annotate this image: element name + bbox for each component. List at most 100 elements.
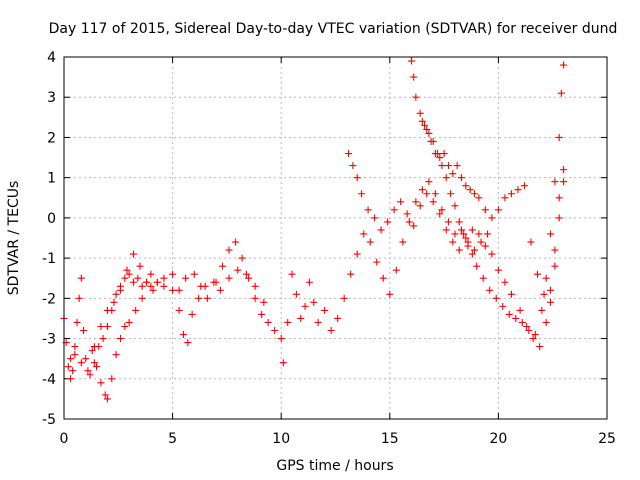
y-tick-label: -4 [42, 372, 56, 388]
data-point [90, 343, 98, 351]
data-point [551, 246, 559, 254]
data-point [108, 375, 116, 383]
data-point [442, 174, 450, 182]
data-point [416, 202, 424, 210]
data-point [116, 286, 124, 294]
series-track-f [408, 57, 568, 339]
data-point [234, 266, 242, 274]
data-point [425, 178, 433, 186]
data-point [408, 57, 416, 65]
y-tick-label: 0 [47, 211, 56, 227]
data-point [125, 270, 133, 278]
series-track-g [418, 117, 568, 306]
data-point [486, 286, 494, 294]
data-point [147, 270, 155, 278]
data-point [71, 351, 79, 359]
data-point [125, 318, 133, 326]
data-point [210, 278, 218, 286]
data-point [182, 274, 190, 282]
data-point [560, 61, 568, 69]
data-point [136, 262, 144, 270]
data-point [169, 286, 177, 294]
data-point [431, 190, 439, 198]
data-point [429, 198, 437, 206]
data-point [73, 318, 81, 326]
data-point [75, 294, 83, 302]
grid-lines [64, 57, 607, 419]
data-point [134, 274, 142, 282]
data-point [238, 254, 246, 262]
data-point [442, 226, 450, 234]
data-point [518, 318, 526, 326]
data-point [520, 182, 528, 190]
data-point [80, 327, 88, 335]
data-point [260, 298, 268, 306]
data-point [525, 327, 533, 335]
data-point [455, 246, 463, 254]
data-point [132, 306, 140, 314]
axis-ticks: 0 5 10 15 20 25 -5 -4 -3 -2 -1 0 1 2 3 4 [42, 50, 616, 447]
data-point [412, 93, 420, 101]
data-point [547, 286, 555, 294]
data-point [377, 226, 385, 234]
data-point [531, 331, 539, 339]
data-point [475, 230, 483, 238]
data-point [232, 238, 240, 246]
data-point [512, 314, 520, 322]
data-point [203, 294, 211, 302]
data-point [481, 206, 489, 214]
data-point [533, 270, 541, 278]
data-point [464, 242, 472, 250]
data-point [555, 194, 563, 202]
data-point [179, 331, 187, 339]
data-point [101, 391, 109, 399]
data-point [405, 218, 413, 226]
data-point [334, 314, 342, 322]
x-tick-label: 15 [381, 431, 399, 447]
data-point [438, 206, 446, 214]
data-point [201, 282, 209, 290]
data-point [84, 367, 92, 375]
data-point [477, 238, 485, 246]
data-point [436, 154, 444, 162]
data-point [138, 294, 146, 302]
data-point [277, 335, 285, 343]
data-point [410, 222, 418, 230]
data-point [484, 230, 492, 238]
data-point [379, 274, 387, 282]
x-tick-label: 25 [598, 431, 616, 447]
data-point [160, 282, 168, 290]
data-point [538, 306, 546, 314]
data-point [99, 335, 107, 343]
data-point [444, 162, 452, 170]
data-point [242, 270, 250, 278]
data-point [451, 202, 459, 210]
data-point [110, 298, 118, 306]
data-point [284, 318, 292, 326]
data-point [347, 270, 355, 278]
data-point [258, 310, 266, 318]
data-point [397, 198, 405, 206]
data-point [364, 206, 372, 214]
data-point [288, 270, 296, 278]
data-point [494, 206, 502, 214]
y-tick-label: 4 [47, 50, 56, 66]
data-point [251, 294, 259, 302]
data-point [505, 310, 513, 318]
data-point [97, 379, 105, 387]
data-point [542, 274, 550, 282]
data-point [195, 294, 203, 302]
data-point [499, 302, 507, 310]
data-point [427, 137, 435, 145]
data-point [147, 282, 155, 290]
data-point [90, 359, 98, 367]
x-axis-label: GPS time / hours [276, 458, 393, 474]
data-point [507, 190, 515, 198]
data-point [423, 125, 431, 133]
data-point [384, 218, 392, 226]
data-point [542, 318, 550, 326]
data-point [436, 210, 444, 218]
data-point [116, 335, 124, 343]
data-point [392, 266, 400, 274]
data-point [560, 166, 568, 174]
